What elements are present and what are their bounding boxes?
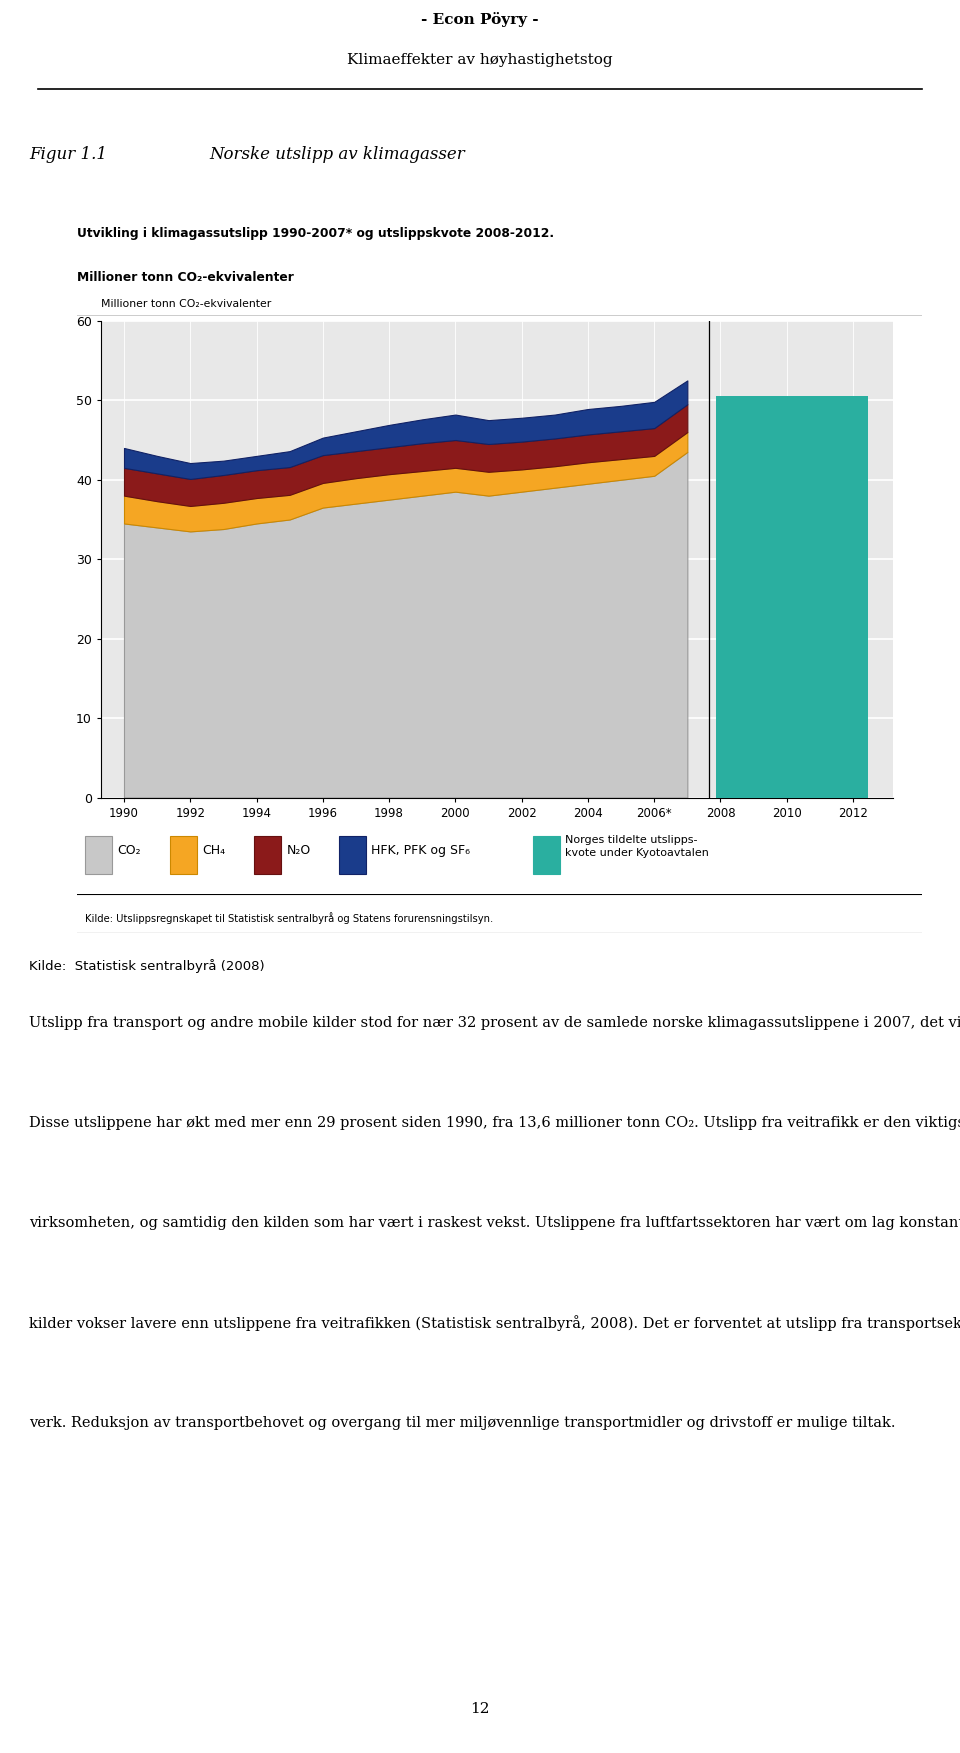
Text: CH₄: CH₄ [202, 843, 225, 857]
Bar [254, 836, 281, 875]
Text: kilder vokser lavere enn utslippene fra veitrafikken (Statistisk sentralbyrå, 20: kilder vokser lavere enn utslippene fra … [29, 1315, 960, 1332]
Text: Kilde:  Statistisk sentralbyrå (2008): Kilde: Statistisk sentralbyrå (2008) [29, 959, 264, 973]
Text: Disse utslippene har økt med mer enn 29 prosent siden 1990, fra 13,6 millioner t: Disse utslippene har økt med mer enn 29 … [29, 1115, 960, 1129]
Text: Figur 1.1: Figur 1.1 [29, 145, 107, 163]
Bar [339, 836, 366, 875]
Text: virksomheten, og samtidig den kilden som har vært i raskest vekst. Utslippene fr: virksomheten, og samtidig den kilden som… [29, 1215, 960, 1229]
Text: Millioner tonn CO₂-ekvivalenter: Millioner tonn CO₂-ekvivalenter [101, 298, 271, 309]
Text: Utslipp fra transport og andre mobile kilder stod for nær 32 prosent av de samle: Utslipp fra transport og andre mobile ki… [29, 1015, 960, 1029]
Text: Norges tildelte utslipps-
kvote under Kyotoavtalen: Norges tildelte utslipps- kvote under Ky… [565, 834, 709, 859]
Text: Norske utslipp av klimagasser: Norske utslipp av klimagasser [209, 145, 465, 163]
Text: N₂O: N₂O [286, 843, 311, 857]
Text: HFK, PFK og SF₆: HFK, PFK og SF₆ [371, 843, 469, 857]
Text: Utvikling i klimagassutslipp 1990-2007* og utslippskvote 2008-2012.: Utvikling i klimagassutslipp 1990-2007* … [77, 226, 554, 240]
Text: CO₂: CO₂ [117, 843, 141, 857]
Bar [85, 836, 112, 875]
Text: Klimaeffekter av høyhastighetstog: Klimaeffekter av høyhastighetstog [348, 53, 612, 67]
Bar [170, 836, 197, 875]
Text: - Econ Pöyry -: - Econ Pöyry - [421, 12, 539, 26]
Text: 12: 12 [470, 1702, 490, 1716]
Bar [715, 396, 868, 798]
Text: Kilde: Utslippsregnskapet til Statistisk sentralbyrå og Statens forurensningstil: Kilde: Utslippsregnskapet til Statistisk… [85, 912, 493, 924]
Text: verk. Reduksjon av transportbehovet og overgang til mer miljøvennlige transportm: verk. Reduksjon av transportbehovet og o… [29, 1416, 896, 1430]
Text: Millioner tonn CO₂-ekvivalenter: Millioner tonn CO₂-ekvivalenter [77, 272, 294, 284]
Bar [533, 836, 560, 875]
